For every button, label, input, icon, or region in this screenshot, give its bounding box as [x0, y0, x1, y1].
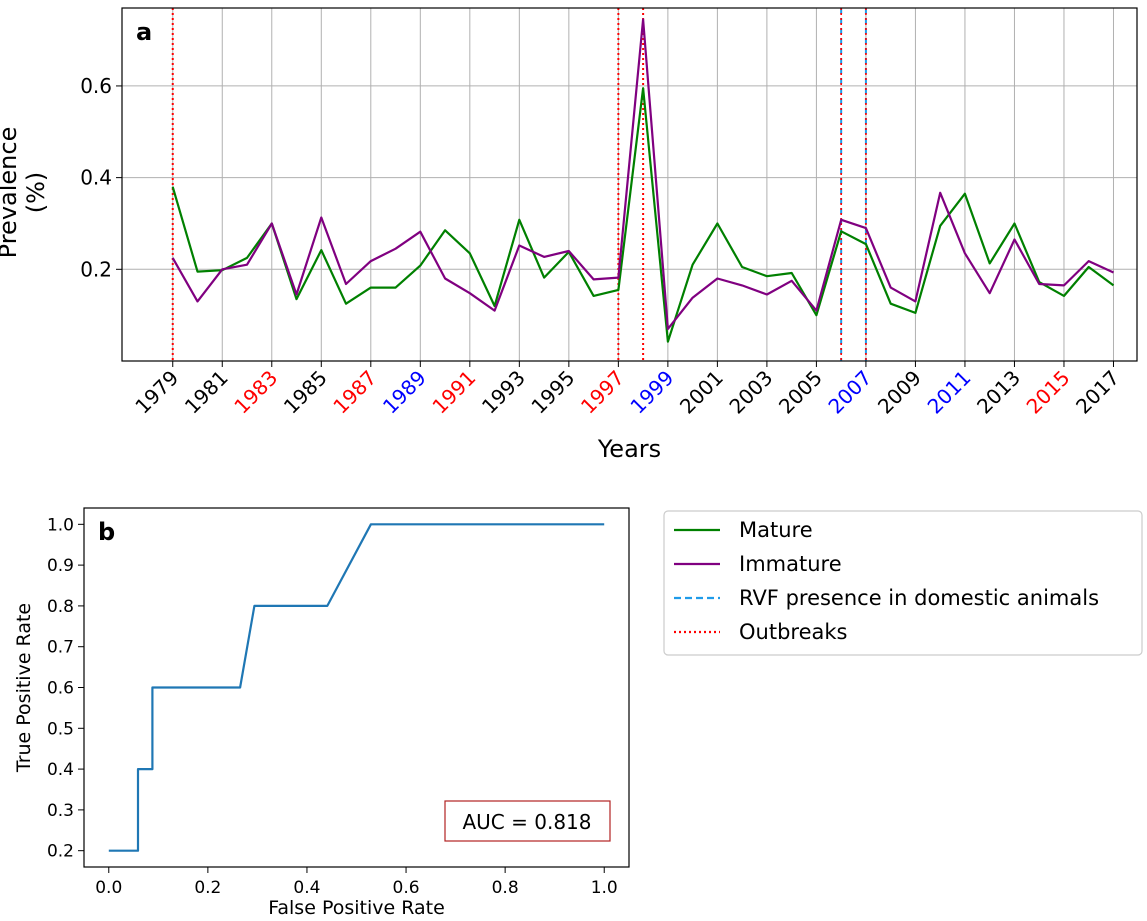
panel-a-label: a: [136, 18, 152, 46]
x-tick-label: 1979: [130, 366, 183, 419]
y-tick-label: 1.0: [47, 515, 74, 535]
panel-a-x-ticks: 1979198119831985198719891991199319951997…: [130, 361, 1124, 419]
legend-label: Outbreaks: [739, 620, 847, 644]
panel-a: 0.20.40.6 197919811983198519871989199119…: [0, 7, 1138, 463]
x-tick-label: 1985: [279, 366, 332, 419]
panel-b-label: b: [98, 518, 115, 546]
y-tick-label: 0.8: [47, 597, 74, 617]
x-tick-label: 0.2: [194, 878, 221, 898]
auc-annotation: AUC = 0.818: [444, 800, 611, 842]
panel-b-y-ticks: 0.2 0.3 0.4 0.5 0.6 0.7 0.8 0.9 1.0: [47, 515, 84, 862]
y-axis-label-line: (%): [22, 172, 50, 214]
x-tick-label: 2015: [1022, 366, 1075, 419]
legend-label: Immature: [739, 552, 842, 576]
panel-a-y-ticks: 0.2 0.4 0.6: [80, 74, 122, 281]
x-tick-label: 2009: [873, 366, 926, 419]
x-tick-label: 1983: [229, 366, 282, 419]
x-tick-label: 1997: [576, 366, 629, 419]
y-tick-label: 0.9: [47, 556, 74, 576]
y-tick-label: 0.2: [80, 257, 112, 281]
legend-label: RVF presence in domestic animals: [739, 586, 1099, 610]
panel-a-frame: [121, 7, 1138, 362]
series-line-mature: [171, 87, 1115, 343]
series-line-immature: [171, 18, 1114, 330]
auc-annotation-box: [444, 800, 611, 842]
legend-items: Mature Immature RVF presence in domestic a…: [674, 518, 1099, 644]
x-tick-label: 2013: [972, 366, 1025, 419]
x-tick-label: 0.6: [393, 878, 420, 898]
y-tick-label: 0.5: [47, 719, 74, 739]
auc-annotation-text: AUC = 0.818: [462, 810, 591, 834]
panel-b: 0.2 0.3 0.4 0.5 0.6 0.7 0.8 0.9 1.0 0.0 0.2 0.4 0.6…: [13, 507, 630, 919]
y-tick-label: 0.6: [80, 74, 112, 98]
x-tick-label: 1981: [180, 366, 233, 419]
y-tick-label: 0.6: [47, 679, 74, 699]
x-tick-label: 1995: [526, 366, 579, 419]
panel-b-x-ticks: 0.0 0.2 0.4 0.6 0.8 1.0: [95, 867, 618, 898]
y-axis-label-line: Prevalence: [0, 127, 22, 259]
x-tick-label: 1987: [328, 366, 381, 419]
legend: Mature Immature RVF presence in domestic a…: [663, 510, 1143, 656]
y-tick-label: 0.2: [47, 842, 74, 862]
panel-b-x-axis-label: False Positive Rate: [268, 897, 445, 919]
panel-a-grid: [122, 8, 1137, 361]
x-tick-label: 2001: [675, 366, 728, 419]
x-tick-label: 1993: [477, 366, 530, 419]
x-tick-label: 0.4: [293, 878, 320, 898]
x-tick-label: 2011: [923, 366, 976, 419]
panel-b-y-axis-label: True Positive Rate: [13, 603, 35, 773]
x-tick-label: 1999: [625, 366, 678, 419]
legend-label: Mature: [739, 518, 813, 542]
panel-a-y-axis-label: Prevalence(%): [0, 127, 50, 259]
y-tick-label: 0.7: [47, 638, 74, 658]
x-tick-label: 1.0: [591, 878, 618, 898]
y-tick-label: 0.3: [47, 801, 74, 821]
roc-curve: [108, 523, 605, 852]
x-tick-label: 2007: [823, 366, 876, 419]
x-tick-label: 0.0: [95, 878, 122, 898]
panel-b-series: [108, 523, 605, 852]
x-tick-label: 2005: [774, 366, 827, 419]
y-tick-label: 0.4: [47, 760, 74, 780]
y-tick-label: 0.4: [80, 166, 112, 190]
x-tick-label: 1989: [378, 366, 431, 419]
x-tick-label: 2017: [1071, 366, 1124, 419]
x-tick-label: 0.8: [492, 878, 519, 898]
panel-a-x-axis-label: Years: [597, 435, 661, 463]
legend-box: [663, 510, 1143, 656]
panel-a-series: [171, 18, 1115, 343]
x-tick-label: 2003: [724, 366, 777, 419]
panel-a-event-lines: [171, 8, 867, 361]
x-tick-label: 1991: [427, 366, 480, 419]
